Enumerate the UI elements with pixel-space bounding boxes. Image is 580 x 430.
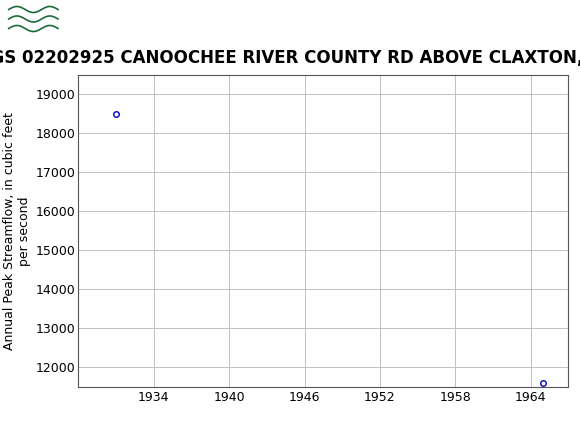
- Y-axis label: Annual Peak Streamflow, in cubic feet
per second: Annual Peak Streamflow, in cubic feet pe…: [3, 112, 31, 350]
- Text: USGS: USGS: [70, 9, 133, 29]
- FancyBboxPatch shape: [6, 3, 61, 35]
- Text: USGS 02202925 CANOOCHEE RIVER COUNTY RD ABOVE CLAXTON, GA: USGS 02202925 CANOOCHEE RIVER COUNTY RD …: [0, 49, 580, 67]
